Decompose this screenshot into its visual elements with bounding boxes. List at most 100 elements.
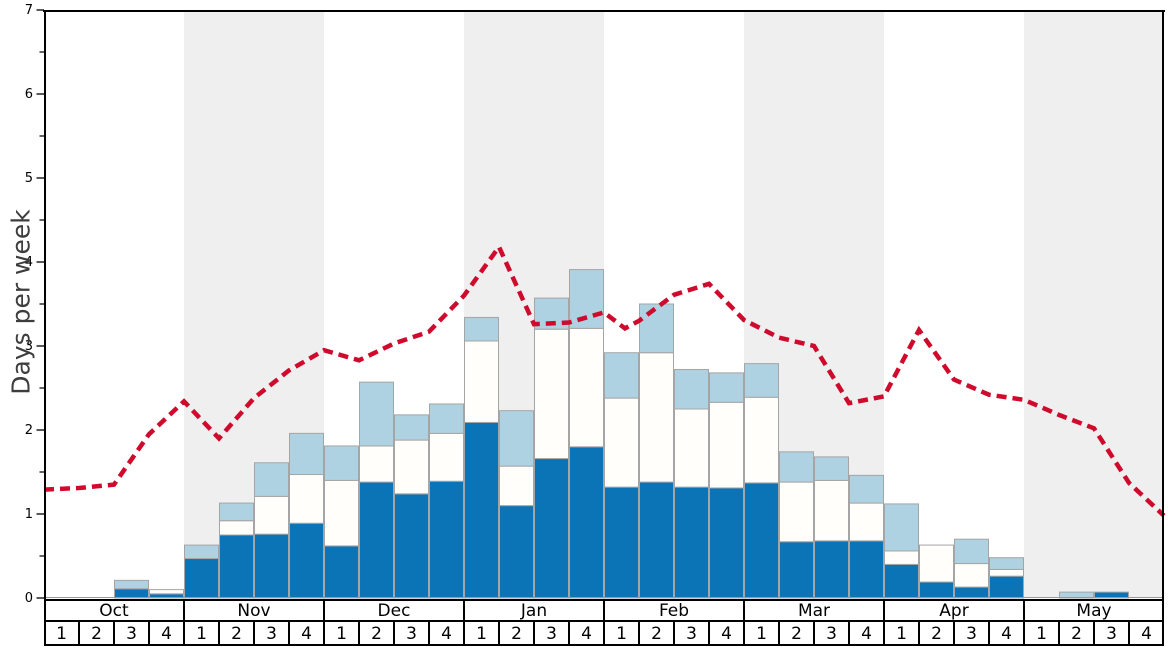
month-label-feb: Feb [659,601,689,621]
bar-mar-w3-dark-blue-segment [814,540,849,599]
bar-apr-w4-white-segment [989,568,1024,577]
bar-jan-w4-dark-blue-segment [569,446,604,599]
bar-jan-w2-white-segment [499,465,534,507]
bar-feb-w2-dark-blue-segment [639,481,674,599]
bar-dec-w3-light-blue-segment [394,414,429,441]
bar-nov-w1-light-blue-segment [184,544,219,560]
bar-jan-w1-white-segment [464,340,499,423]
week-number-mar-3: 3 [826,624,837,644]
y-tick-label-4: 4 [25,255,33,270]
bar-feb-w2-white-segment [639,352,674,483]
bar-nov-w3-dark-blue-segment [254,533,289,599]
bar-dec-w4-dark-blue-segment [429,480,464,599]
y-axis-title: Days per week [6,209,36,395]
week-number-may-3: 3 [1106,624,1117,644]
week-number-oct-3: 3 [126,624,137,644]
bar-feb-w1-dark-blue-segment [604,486,639,599]
bar-nov-w4-white-segment [289,474,324,524]
bar-feb-w2-light-blue-segment [639,303,674,354]
week-number-dec-1: 1 [336,624,347,644]
bar-nov-w2-dark-blue-segment [219,534,254,599]
bar-mar-w1-white-segment [744,396,779,484]
bar-apr-w3-light-blue-segment [954,538,989,565]
bar-mar-w2-dark-blue-segment [779,541,814,599]
bar-apr-w3-white-segment [954,563,989,588]
bar-feb-w4-light-blue-segment [709,372,744,403]
bar-jan-w4-white-segment [569,327,604,448]
month-label-may: May [1076,601,1111,621]
red-dashed-trend-line [43,242,1166,518]
week-number-jan-1: 1 [476,624,487,644]
bar-nov-w2-white-segment [219,520,254,536]
bar-feb-w3-white-segment [674,408,709,488]
bar-dec-w2-dark-blue-segment [359,481,394,599]
bar-dec-w1-dark-blue-segment [324,545,359,599]
bar-mar-w4-dark-blue-segment [849,540,884,599]
bar-mar-w4-light-blue-segment [849,474,884,504]
month-label-jan: Jan [520,601,547,621]
month-label-apr: Apr [939,601,968,621]
week-number-jan-2: 2 [511,624,522,644]
bar-feb-w1-light-blue-segment [604,352,639,399]
bar-apr-w2-white-segment [919,544,954,583]
week-number-nov-3: 3 [266,624,277,644]
week-number-oct-2: 2 [91,624,102,644]
week-number-jan-4: 4 [581,624,592,644]
week-number-dec-2: 2 [371,624,382,644]
week-number-apr-3: 3 [966,624,977,644]
week-number-feb-4: 4 [721,624,732,644]
week-number-feb-1: 1 [616,624,627,644]
bar-apr-w1-dark-blue-segment [884,563,919,599]
y-tick-label-1: 1 [25,507,33,522]
y-tick-label-7: 7 [25,3,33,18]
week-number-dec-3: 3 [406,624,417,644]
bar-oct-w3-dark-blue-segment [114,588,149,599]
bar-dec-w2-light-blue-segment [359,381,394,447]
bar-jan-w1-light-blue-segment [464,316,499,342]
y-tick-label-0: 0 [25,591,33,606]
week-number-oct-4: 4 [161,624,172,644]
bar-feb-w4-dark-blue-segment [709,487,744,599]
bar-jan-w1-dark-blue-segment [464,421,499,599]
week-number-apr-1: 1 [896,624,907,644]
bar-nov-w4-dark-blue-segment [289,522,324,599]
week-number-feb-3: 3 [686,624,697,644]
bar-mar-w2-white-segment [779,481,814,543]
bar-nov-w3-white-segment [254,495,289,535]
bar-apr-w2-dark-blue-segment [919,581,954,599]
month-label-mar: Mar [798,601,830,621]
bar-oct-w4-white-segment [149,589,184,595]
bar-dec-w1-light-blue-segment [324,445,359,481]
week-number-apr-4: 4 [1001,624,1012,644]
bar-dec-w3-white-segment [394,439,429,495]
bar-feb-w3-dark-blue-segment [674,486,709,599]
week-number-nov-4: 4 [301,624,312,644]
week-number-oct-1: 1 [56,624,67,644]
y-tick-label-5: 5 [25,171,33,186]
week-number-nov-2: 2 [231,624,242,644]
bar-apr-w4-dark-blue-segment [989,575,1024,599]
bar-nov-w3-light-blue-segment [254,462,289,497]
month-label-dec: Dec [378,601,411,621]
week-number-nov-1: 1 [196,624,207,644]
bar-mar-w2-light-blue-segment [779,451,814,483]
week-number-jan-3: 3 [546,624,557,644]
week-number-apr-2: 2 [931,624,942,644]
y-tick-label-6: 6 [25,87,33,102]
week-number-feb-2: 2 [651,624,662,644]
y-tick-label-3: 3 [25,339,33,354]
bar-dec-w4-light-blue-segment [429,403,464,434]
week-number-dec-4: 4 [441,624,452,644]
bar-apr-w3-dark-blue-segment [954,586,989,599]
week-number-mar-4: 4 [861,624,872,644]
month-band-apr [884,11,1024,598]
bar-apr-w1-white-segment [884,550,919,565]
bar-jan-w2-dark-blue-segment [499,505,534,599]
bar-mar-w1-dark-blue-segment [744,482,779,599]
bar-jan-w3-dark-blue-segment [534,458,569,599]
week-number-may-4: 4 [1141,624,1152,644]
week-number-mar-1: 1 [756,624,767,644]
bar-nov-w1-dark-blue-segment [184,558,219,599]
